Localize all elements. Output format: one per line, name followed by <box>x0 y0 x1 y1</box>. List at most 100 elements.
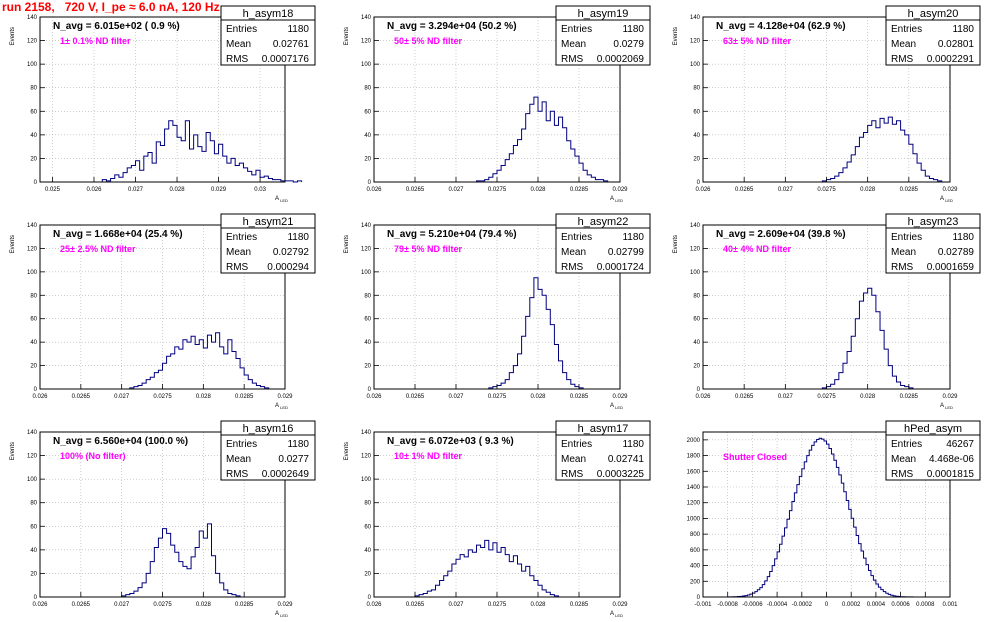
stats-value: 0.0001724 <box>597 262 645 273</box>
x-tick-label: 0.0275 <box>488 602 507 608</box>
y-tick-label: 20 <box>364 364 371 370</box>
x-tick-label: 0.028 <box>196 602 212 608</box>
y-tick-label: 40 <box>30 548 37 554</box>
x-tick-label: 0.028 <box>530 602 546 608</box>
filter-annotation: 50± 5% ND filter <box>394 36 462 46</box>
y-tick-label: 60 <box>693 109 700 115</box>
x-tick-label: -0.0006 <box>742 602 763 608</box>
x-tick-label: 0.025 <box>45 187 61 193</box>
x-tick-label: 0.0275 <box>817 187 836 193</box>
y-tick-label: 1200 <box>687 501 701 507</box>
y-tick-label: 80 <box>30 501 37 507</box>
histogram-series <box>414 539 559 597</box>
x-tick-label: 0.026 <box>366 187 382 193</box>
x-tick-label: 0.0275 <box>817 394 836 400</box>
x-tick-label: 0.029 <box>612 187 628 193</box>
histogram-name: h_asym17 <box>578 423 629 435</box>
y-tick-label: 60 <box>30 317 37 323</box>
y-tick-label: 140 <box>27 223 38 229</box>
y-tick-label: 400 <box>690 564 701 570</box>
stats-label: Mean <box>226 247 251 258</box>
stats-value: 1180 <box>622 439 644 450</box>
x-tick-label: 0 <box>825 602 829 608</box>
y-tick-label: 40 <box>364 133 371 139</box>
stats-value: 1180 <box>952 232 974 243</box>
y-tick-label: 0 <box>34 387 38 393</box>
y-tick-label: 100 <box>361 270 372 276</box>
y-tick-label: 40 <box>364 548 371 554</box>
filter-annotation: 1± 0.1% ND filter <box>60 36 131 46</box>
y-tick-label: 0 <box>368 595 372 601</box>
y-tick-label: 60 <box>30 524 37 530</box>
y-tick-label: 60 <box>30 109 37 115</box>
y-tick-label: 60 <box>364 524 371 530</box>
panel-hPed_asym: -0.001 -0.0008 -0.0006 -0.0004 -0.0002 0 0.000… <box>687 420 981 608</box>
y-tick-label: 100 <box>27 62 38 68</box>
stats-value: 1180 <box>622 24 644 35</box>
x-tick-label: 0.0285 <box>900 187 919 193</box>
stats-box <box>220 19 316 66</box>
y-tick-label: 40 <box>693 133 700 139</box>
y-tick-label: 200 <box>690 579 701 585</box>
y-tick-label: 0 <box>34 595 38 601</box>
x-tick-label: 0.0265 <box>735 394 754 400</box>
stats-box <box>885 434 981 481</box>
y-tick-label: 0 <box>34 180 38 186</box>
y-axis-title: Events <box>10 235 16 253</box>
stats-label: Mean <box>891 454 916 465</box>
histogram-name: hPed_asym <box>904 423 962 435</box>
y-tick-label: 20 <box>693 156 700 162</box>
filter-annotation: 63± 5% ND filter <box>723 36 791 46</box>
panel-h_asym22: 0.026 0.0265 0.027 0.0275 0.028 0.0285 0.029 0 2… <box>344 213 651 410</box>
x-tick-label: 0.028 <box>530 394 546 400</box>
y-tick-label: 120 <box>690 39 701 45</box>
x-tick-label: 0.029 <box>612 602 628 608</box>
histogram-series <box>101 120 303 183</box>
stats-box <box>555 227 651 274</box>
x-axis-title: A LED <box>275 611 288 618</box>
x-axis-title: A LED <box>275 403 288 410</box>
x-tick-label: 0.0275 <box>153 602 172 608</box>
stats-label: RMS <box>226 54 249 65</box>
x-tick-label: 0.027 <box>778 394 794 400</box>
x-tick-label: 0.0275 <box>488 187 507 193</box>
x-axis-title: A LED <box>610 196 623 203</box>
stats-label: Mean <box>561 454 586 465</box>
stats-value: 1180 <box>622 232 644 243</box>
x-tick-label: 0.028 <box>860 187 876 193</box>
y-tick-label: 600 <box>690 548 701 554</box>
histogram-name: h_asym16 <box>243 423 294 435</box>
n-avg-label: N_avg = 4.128e+04 (62.9 %) <box>716 21 846 32</box>
stats-label: RMS <box>561 469 584 480</box>
y-tick-label: 1600 <box>687 469 701 475</box>
y-tick-label: 20 <box>30 571 37 577</box>
x-tick-label: 0.029 <box>277 602 293 608</box>
x-tick-label: 0.0285 <box>570 602 589 608</box>
y-tick-label: 80 <box>364 293 371 299</box>
stats-label: RMS <box>226 262 249 273</box>
y-tick-label: 140 <box>361 15 372 21</box>
x-tick-label: -0.001 <box>694 602 712 608</box>
x-tick-label: -0.0002 <box>792 602 813 608</box>
histogram-name: h_asym18 <box>243 8 294 20</box>
y-tick-label: 100 <box>27 477 38 483</box>
stats-value: 0.000294 <box>267 262 309 273</box>
y-tick-label: 20 <box>364 156 371 162</box>
stats-value: 0.0279 <box>613 39 644 50</box>
x-tick-label: 0.0265 <box>406 602 425 608</box>
y-tick-label: 120 <box>361 39 372 45</box>
stats-value: 4.468e-06 <box>929 454 974 465</box>
x-tick-label: 0.027 <box>114 602 130 608</box>
x-tick-label: 0.0004 <box>867 602 886 608</box>
x-tick-label: 0.027 <box>448 394 464 400</box>
y-tick-label: 20 <box>693 364 700 370</box>
y-tick-label: 2000 <box>687 438 701 444</box>
panel-h_asym23: 0.026 0.0265 0.027 0.0275 0.028 0.0285 0.029 0 2… <box>673 213 981 410</box>
x-tick-label: 0.027 <box>114 394 130 400</box>
y-tick-label: 1800 <box>687 454 701 460</box>
n-avg-label: N_avg = 6.560e+04 (100.0 %) <box>53 436 188 447</box>
stats-value: 0.0003225 <box>597 469 645 480</box>
x-axis-title: A LED <box>275 196 288 203</box>
stats-label: Entries <box>226 439 257 450</box>
y-axis-title: Events <box>10 27 16 45</box>
